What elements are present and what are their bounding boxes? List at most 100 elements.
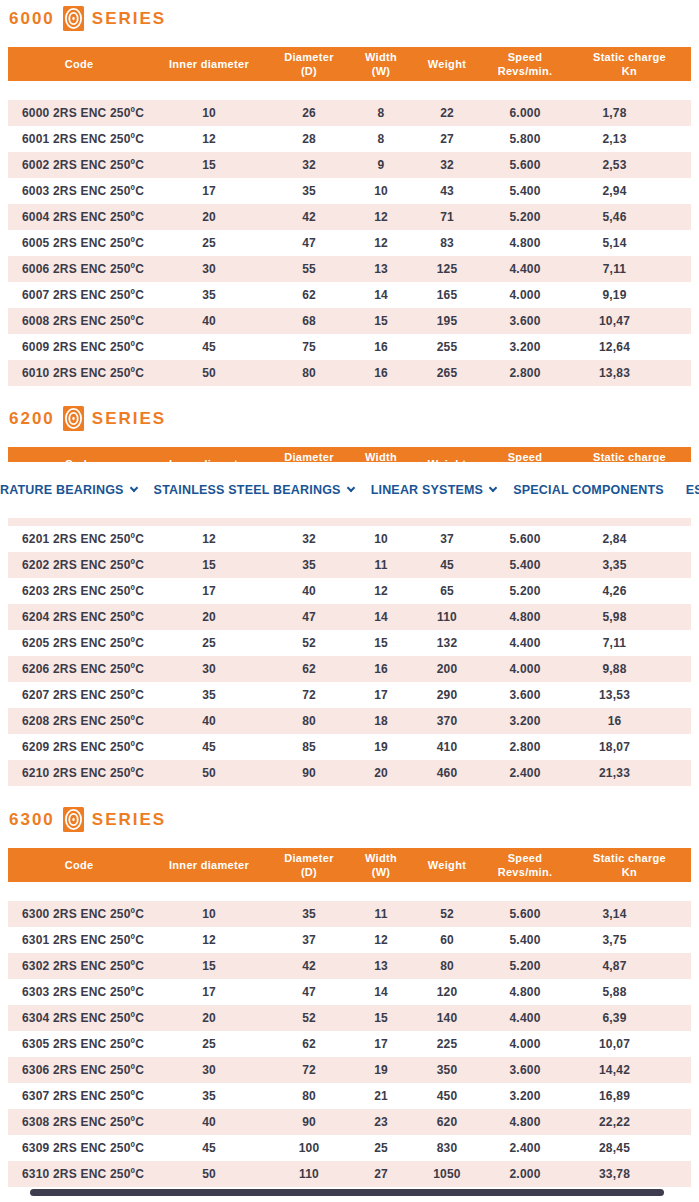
cell-inner: 20: [150, 604, 268, 630]
cell-static: 9,19: [568, 282, 691, 308]
cell-inner: 25: [150, 230, 268, 256]
cell-speed: 4.800: [482, 979, 568, 1005]
cell-weight: 120: [412, 979, 482, 1005]
cell-speed: 3.200: [482, 708, 568, 734]
cell-width: 17: [350, 682, 412, 708]
header-row: CodeInner diameterDiameter(D)Width(W)Wei…: [8, 848, 691, 882]
cell-width: 11: [350, 901, 412, 927]
cell-width: 15: [350, 1005, 412, 1031]
bearing-icon: [63, 6, 84, 31]
cell-weight: 27: [412, 126, 482, 152]
cell-speed: 4.400: [482, 1005, 568, 1031]
cell-static: 3,75: [568, 927, 691, 953]
column-header-speed: SpeedRevs/min.: [482, 47, 568, 81]
cell-code: 6206 2RS ENC 250ºC: [8, 656, 150, 682]
cell-weight: 83: [412, 230, 482, 256]
cell-weight: 255: [412, 334, 482, 360]
section-title-6000: 6000 SERIES: [9, 6, 166, 31]
cell-diameter: 42: [268, 204, 350, 230]
cell-weight: 80: [412, 953, 482, 979]
nav-item-linear-systems[interactable]: LINEAR SYSTEMS: [371, 483, 497, 497]
nav-item-stainless-steel-bearings[interactable]: STAINLESS STEEL BEARINGS: [154, 483, 354, 497]
cell-speed: 5.800: [482, 126, 568, 152]
cell-inner: 50: [150, 360, 268, 386]
table-row: 6301 2RS ENC 250ºC123712605.4003,75: [8, 927, 691, 953]
table-row: 6308 2RS ENC 250ºC4090236204.80022,22: [8, 1109, 691, 1135]
cell-code: 6210 2RS ENC 250ºC: [8, 760, 150, 786]
nav-item-rature-bearings[interactable]: RATURE BEARINGS: [0, 483, 137, 497]
cell-weight: 1050: [412, 1161, 482, 1187]
cell-static: 2,13: [568, 126, 691, 152]
chevron-down-icon: [129, 484, 137, 492]
cell-code: 6202 2RS ENC 250ºC: [8, 552, 150, 578]
cell-weight: 140: [412, 1005, 482, 1031]
series-number: 6200: [9, 409, 55, 429]
cell-diameter: 26: [268, 100, 350, 126]
cell-static: 1,78: [568, 100, 691, 126]
column-header-inner: Inner diameter: [150, 47, 268, 81]
cell-weight: 290: [412, 682, 482, 708]
cell-inner: 45: [150, 734, 268, 760]
cell-inner: 25: [150, 630, 268, 656]
cell-diameter: 35: [268, 901, 350, 927]
cell-code: 6305 2RS ENC 250ºC: [8, 1031, 150, 1057]
column-header-code: Code: [8, 47, 150, 81]
cell-width: 12: [350, 927, 412, 953]
cell-code: 6203 2RS ENC 250ºC: [8, 578, 150, 604]
cell-weight: 195: [412, 308, 482, 334]
cell-speed: 4.800: [482, 1109, 568, 1135]
cell-speed: 2.000: [482, 1161, 568, 1187]
series-number: 6300: [9, 810, 55, 830]
cell-width: 21: [350, 1083, 412, 1109]
cell-width: 14: [350, 979, 412, 1005]
cell-speed: 5.400: [482, 927, 568, 953]
table-row: 6202 2RS ENC 250ºC153511455.4003,35: [8, 552, 691, 578]
table-row: 6209 2RS ENC 250ºC4585194102.80018,07: [8, 734, 691, 760]
cell-speed: 6.000: [482, 100, 568, 126]
cell-speed: 4.400: [482, 256, 568, 282]
table-row: 6206 2RS ENC 250ºC3062162004.0009,88: [8, 656, 691, 682]
cell-diameter: 32: [268, 152, 350, 178]
cell-weight: 125: [412, 256, 482, 282]
cell-inner: 15: [150, 953, 268, 979]
cell-code: 6208 2RS ENC 250ºC: [8, 708, 150, 734]
cell-weight: 200: [412, 656, 482, 682]
cell-inner: 30: [150, 1057, 268, 1083]
cell-static: 12,64: [568, 334, 691, 360]
table-row: 6306 2RS ENC 250ºC3072193503.60014,42: [8, 1057, 691, 1083]
cell-static: 21,33: [568, 760, 691, 786]
cell-speed: 5.600: [482, 901, 568, 927]
cell-code: 6308 2RS ENC 250ºC: [8, 1109, 150, 1135]
cell-weight: 450: [412, 1083, 482, 1109]
cell-static: 2,94: [568, 178, 691, 204]
table-row: 6300 2RS ENC 250ºC103511525.6003,14: [8, 901, 691, 927]
cell-static: 2,84: [568, 526, 691, 552]
horizontal-scrollbar[interactable]: [30, 1189, 664, 1196]
cell-weight: 410: [412, 734, 482, 760]
cell-width: 13: [350, 953, 412, 979]
cell-static: 3,35: [568, 552, 691, 578]
cell-diameter: 85: [268, 734, 350, 760]
cell-speed: 3.200: [482, 1083, 568, 1109]
table-row: 6004 2RS ENC 250ºC204212715.2005,46: [8, 204, 691, 230]
cell-diameter: 42: [268, 953, 350, 979]
cell-code: 6207 2RS ENC 250ºC: [8, 682, 150, 708]
cell-weight: 60: [412, 927, 482, 953]
nav-item-special-components[interactable]: SPECIAL COMPONENTS: [513, 483, 664, 497]
language-switch-es[interactable]: ES: [686, 483, 699, 497]
cell-inner: 15: [150, 552, 268, 578]
cell-inner: 40: [150, 1109, 268, 1135]
cell-width: 10: [350, 526, 412, 552]
cell-speed: 5.200: [482, 204, 568, 230]
main-navbar: RATURE BEARINGS STAINLESS STEEL BEARINGS L…: [0, 462, 699, 518]
column-header-code: Code: [8, 848, 150, 882]
cell-speed: 3.600: [482, 1057, 568, 1083]
cell-weight: 110: [412, 604, 482, 630]
cell-width: 11: [350, 552, 412, 578]
cell-width: 13: [350, 256, 412, 282]
table-row: 6204 2RS ENC 250ºC2047141104.8005,98: [8, 604, 691, 630]
column-header-weight: Weight: [412, 848, 482, 882]
cell-inner: 20: [150, 204, 268, 230]
cell-diameter: 110: [268, 1161, 350, 1187]
cell-static: 13,53: [568, 682, 691, 708]
